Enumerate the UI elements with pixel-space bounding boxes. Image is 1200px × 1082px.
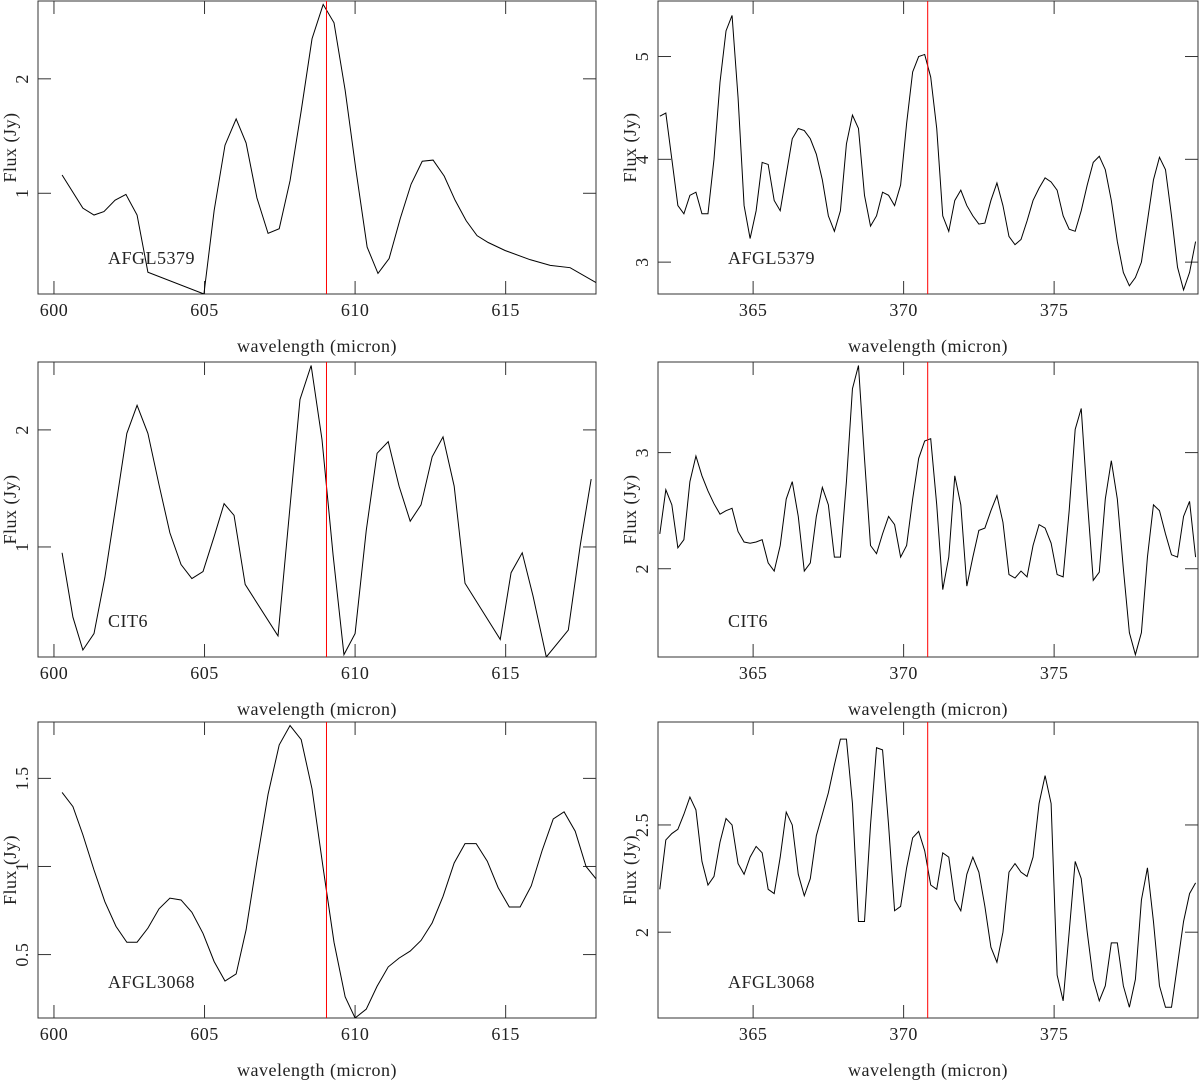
- plot-frame: [37, 721, 597, 1019]
- panel: 600 605 610 615 1 2 wavelength (micron) Flux (J…: [0, 0, 597, 357]
- y-tick-label: 2: [632, 564, 652, 574]
- y-tick-label: 2.5: [632, 813, 652, 837]
- spectrum-line: [61, 365, 592, 657]
- y-tick-label: 1.5: [12, 766, 32, 790]
- x-tick-label: 610: [341, 1024, 370, 1044]
- panel: 600 605 610 615 0.5 1 1.5 wavelength (micron) Fl…: [0, 721, 597, 1081]
- x-tick-label: 605: [190, 300, 219, 320]
- x-tick-label: 375: [1040, 663, 1069, 683]
- source-label: CIT6: [728, 611, 768, 631]
- x-tick-label: 610: [341, 663, 370, 683]
- plot-frame: [37, 0, 597, 295]
- y-tick-label: 2: [12, 425, 32, 435]
- panel: 365 370 375 3 4 5 wavelength (micron) Flux (Jy)…: [620, 0, 1199, 357]
- y-tick-label: 4: [632, 155, 652, 165]
- x-tick-label: 365: [739, 1024, 768, 1044]
- x-tick-label: 600: [40, 300, 69, 320]
- x-tick-label: 365: [739, 663, 768, 683]
- x-tick-label: 600: [40, 1024, 69, 1044]
- plot-area: [659, 362, 1197, 657]
- x-tick-label: 370: [889, 300, 918, 320]
- plot-area: [61, 722, 596, 1018]
- y-axis-label: Flux (Jy): [620, 835, 641, 905]
- x-tick-label: 615: [491, 663, 520, 683]
- plot-area: [61, 1, 596, 294]
- y-axis-label: Flux (Jy): [0, 474, 21, 544]
- x-axis-label: wavelength (micron): [237, 336, 397, 357]
- x-tick-label: 370: [889, 663, 918, 683]
- y-tick-label: 3: [632, 257, 652, 267]
- y-tick-label: 2: [12, 74, 32, 84]
- spectrum-line: [61, 724, 596, 1018]
- x-axis-label: wavelength (micron): [848, 1060, 1008, 1081]
- plot-frame: [37, 361, 597, 658]
- y-axis-label: Flux (Jy): [0, 835, 21, 905]
- y-tick-label: 5: [632, 52, 652, 62]
- y-tick-label: 3: [632, 448, 652, 458]
- plot-area: [659, 722, 1197, 1018]
- x-tick-label: 615: [491, 1024, 520, 1044]
- x-tick-label: 375: [1040, 300, 1069, 320]
- plot-area: [659, 1, 1197, 294]
- plot-area: [61, 362, 592, 657]
- y-tick-label: 1: [12, 542, 32, 552]
- y-axis-label: Flux (Jy): [0, 112, 21, 182]
- x-tick-label: 365: [739, 300, 768, 320]
- source-label: AFGL5379: [728, 248, 815, 268]
- x-tick-label: 375: [1040, 1024, 1069, 1044]
- x-axis-label: wavelength (micron): [848, 699, 1008, 720]
- panel: 600 605 610 615 1 2 wavelength (micron) Flux (J…: [0, 361, 597, 720]
- y-tick-label: 0.5: [12, 943, 32, 967]
- x-axis-label: wavelength (micron): [237, 1060, 397, 1081]
- source-label: CIT6: [108, 611, 148, 631]
- source-label: AFGL3068: [728, 972, 815, 992]
- panel: 365 370 375 2 3 wavelength (micron) Flux (Jy) C…: [620, 361, 1199, 720]
- y-tick-label: 1: [12, 189, 32, 199]
- x-tick-label: 605: [190, 663, 219, 683]
- y-axis-label: Flux (Jy): [620, 474, 641, 544]
- spectrum-line: [61, 3, 596, 294]
- x-axis-label: wavelength (micron): [848, 336, 1008, 357]
- x-tick-label: 605: [190, 1024, 219, 1044]
- x-tick-label: 600: [40, 663, 69, 683]
- source-label: AFGL3068: [108, 972, 195, 992]
- y-tick-label: 2: [632, 927, 652, 937]
- x-tick-label: 610: [341, 300, 370, 320]
- y-axis-label: Flux (Jy): [620, 112, 641, 182]
- x-axis-label: wavelength (micron): [237, 699, 397, 720]
- x-tick-label: 615: [491, 300, 520, 320]
- x-tick-label: 370: [889, 1024, 918, 1044]
- source-label: AFGL5379: [108, 248, 195, 268]
- y-tick-label: 1: [12, 862, 32, 872]
- panel: 365 370 375 2 2.5 wavelength (micron) Flux (Jy…: [620, 721, 1199, 1081]
